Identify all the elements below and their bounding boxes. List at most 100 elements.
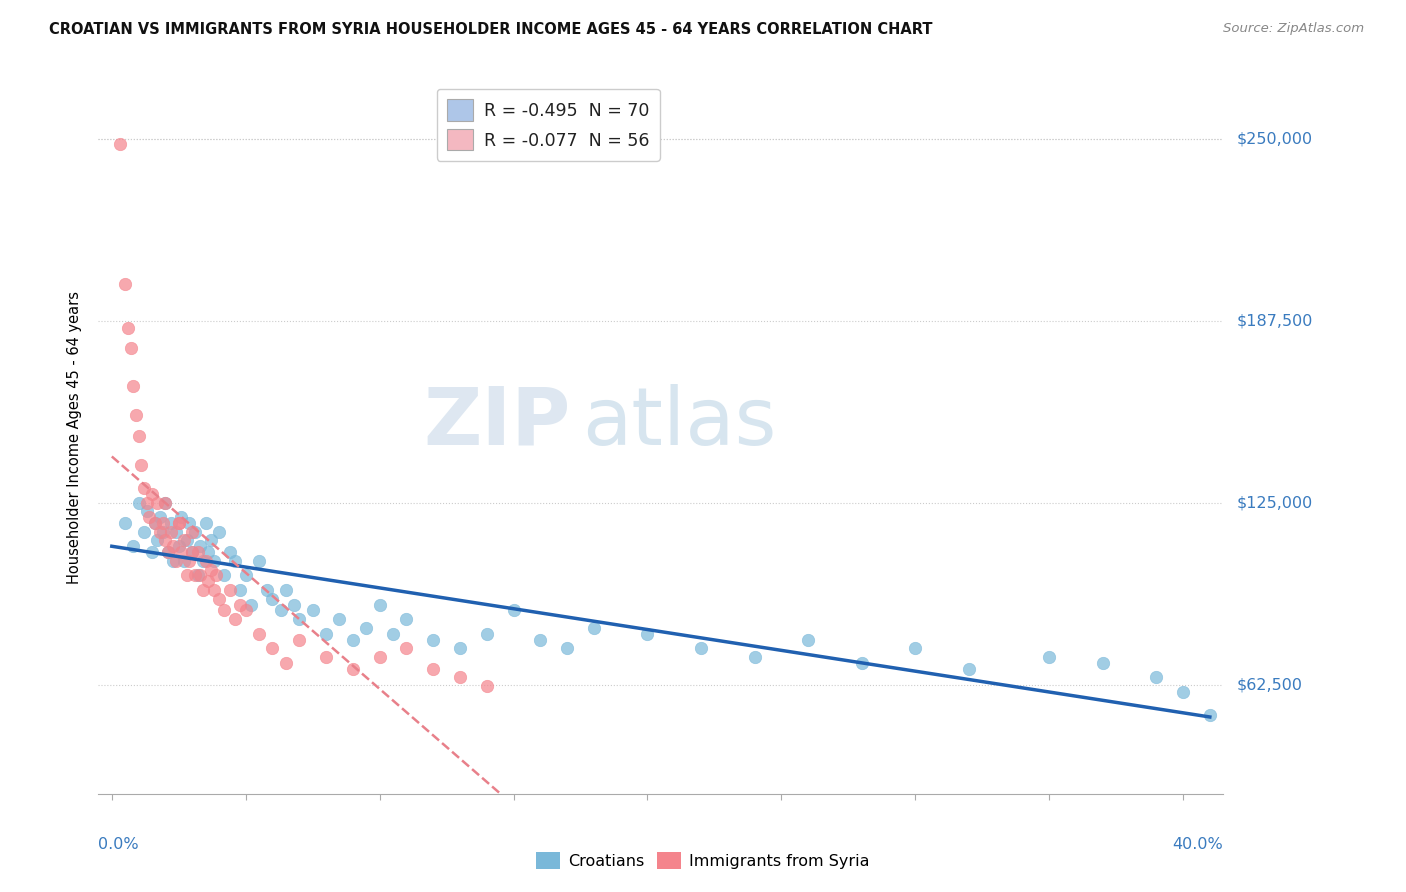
Point: [191, 582, 214, 597]
Point: [129, 458, 152, 472]
Y-axis label: Householder Income Ages 45 - 64 years: Householder Income Ages 45 - 64 years: [67, 291, 83, 583]
Point: [186, 568, 208, 582]
Point: [141, 487, 163, 501]
Point: [155, 533, 177, 548]
Point: [132, 524, 155, 539]
Point: [235, 568, 257, 582]
Point: [202, 582, 225, 597]
Point: [162, 539, 184, 553]
Point: [181, 545, 204, 559]
Point: [235, 603, 257, 617]
Point: [1171, 685, 1194, 699]
Point: [502, 603, 524, 617]
Point: [186, 545, 208, 559]
Point: [270, 603, 292, 617]
Point: [138, 510, 160, 524]
Point: [128, 495, 150, 509]
Point: [274, 582, 297, 597]
Point: [146, 495, 169, 509]
Text: $125,000: $125,000: [1237, 495, 1313, 510]
Point: [141, 545, 163, 559]
Point: [205, 568, 228, 582]
Point: [120, 341, 142, 355]
Point: [173, 533, 195, 548]
Point: [315, 626, 337, 640]
Point: [135, 495, 157, 509]
Point: [636, 626, 658, 640]
Point: [256, 582, 278, 597]
Point: [108, 137, 131, 152]
Point: [184, 524, 207, 539]
Text: $250,000: $250,000: [1237, 131, 1313, 146]
Point: [1198, 708, 1220, 723]
Point: [283, 598, 305, 612]
Point: [797, 632, 820, 647]
Point: [132, 481, 155, 495]
Point: [157, 545, 180, 559]
Point: [395, 612, 418, 626]
Point: [176, 568, 198, 582]
Point: [191, 554, 214, 568]
Point: [288, 612, 311, 626]
Point: [176, 533, 198, 548]
Point: [167, 539, 190, 553]
Point: [904, 641, 927, 656]
Point: [194, 516, 217, 530]
Point: [181, 524, 204, 539]
Point: [117, 321, 139, 335]
Point: [382, 626, 405, 640]
Point: [449, 670, 471, 684]
Point: [449, 641, 471, 656]
Point: [240, 598, 263, 612]
Text: CROATIAN VS IMMIGRANTS FROM SYRIA HOUSEHOLDER INCOME AGES 45 - 64 YEARS CORRELAT: CROATIAN VS IMMIGRANTS FROM SYRIA HOUSEH…: [49, 22, 932, 37]
Point: [529, 632, 551, 647]
Point: [188, 539, 211, 553]
Point: [247, 626, 270, 640]
Point: [328, 612, 350, 626]
Point: [202, 554, 225, 568]
Point: [851, 656, 873, 670]
Point: [179, 554, 201, 568]
Point: [128, 428, 150, 442]
Point: [342, 632, 364, 647]
Point: [165, 554, 187, 568]
Point: [197, 545, 219, 559]
Text: Source: ZipAtlas.com: Source: ZipAtlas.com: [1223, 22, 1364, 36]
Point: [184, 568, 207, 582]
Text: $187,500: $187,500: [1237, 313, 1313, 328]
Point: [152, 524, 174, 539]
Point: [135, 504, 157, 518]
Point: [167, 516, 190, 530]
Point: [368, 650, 391, 665]
Point: [957, 662, 980, 676]
Point: [475, 679, 498, 693]
Point: [744, 650, 766, 665]
Text: ZIP: ZIP: [423, 384, 571, 462]
Point: [229, 582, 252, 597]
Point: [146, 533, 169, 548]
Point: [194, 554, 217, 568]
Point: [162, 554, 184, 568]
Point: [262, 641, 284, 656]
Point: [208, 524, 231, 539]
Point: [155, 495, 177, 509]
Legend: Croatians, Immigrants from Syria: Croatians, Immigrants from Syria: [530, 846, 876, 875]
Point: [149, 524, 172, 539]
Point: [125, 409, 148, 423]
Point: [165, 524, 187, 539]
Point: [288, 632, 311, 647]
Point: [152, 516, 174, 530]
Point: [143, 516, 166, 530]
Point: [422, 632, 444, 647]
Point: [218, 545, 240, 559]
Point: [224, 554, 246, 568]
Point: [1091, 656, 1114, 670]
Text: 0.0%: 0.0%: [98, 837, 139, 852]
Point: [301, 603, 323, 617]
Point: [208, 591, 231, 606]
Point: [690, 641, 713, 656]
Point: [395, 641, 418, 656]
Point: [229, 598, 252, 612]
Point: [114, 277, 136, 292]
Point: [143, 516, 166, 530]
